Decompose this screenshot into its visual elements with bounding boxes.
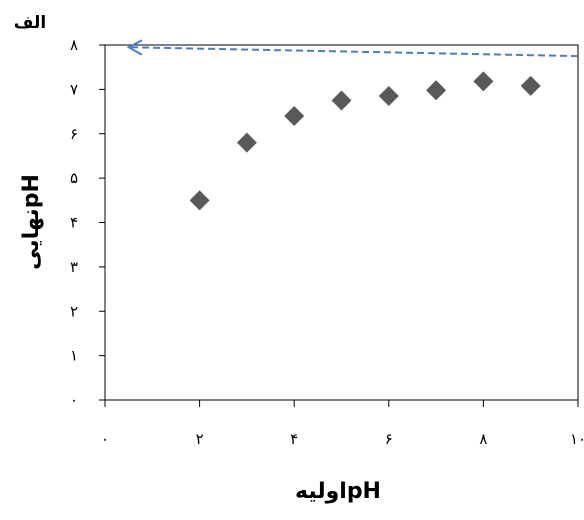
y-tick-label: ۰ [70,391,78,409]
data-point-diamond [473,71,494,92]
y-tick-label: ۷ [70,80,78,98]
y-tick-label: ۸ [70,36,78,54]
data-point-diamond [284,106,305,126]
y-tick-label: ۴ [70,214,78,232]
x-tick-label: ۴ [290,430,298,448]
y-axis-title: pHنهایی [19,174,44,270]
data-point-diamond [189,190,210,211]
y-tick-label: ۱ [70,347,78,365]
data-point-diamond [331,90,352,111]
y-axis-ticks: ۰ ۱ ۲ ۳ ۴ ۵ ۶ ۷ ۸ [70,36,105,409]
reference-line-group [126,39,579,58]
x-tick-label: ۲ [196,430,204,448]
y-tick-label: ۳ [70,258,78,276]
y-tick-label: ۵ [70,169,78,187]
reference-arrowhead [126,39,143,56]
y-tick-label: ۲ [70,302,78,320]
data-points [189,71,541,211]
x-tick-label: ۱۰ [570,430,584,448]
data-point-diamond [236,132,257,153]
x-tick-label: ۸ [479,430,487,448]
data-point-diamond [520,75,541,96]
reference-dashed-line [128,46,579,58]
x-axis-ticks: ۰ ۲ ۴ ۶ ۸ ۱۰ [101,400,584,448]
x-axis-title: pHاولیه [295,479,381,504]
y-tick-label: ۶ [70,125,78,143]
x-tick-label: ۰ [101,430,109,448]
panel-label: الف [14,13,46,33]
x-tick-label: ۶ [385,430,393,448]
data-point-diamond [426,80,447,101]
data-point-diamond [378,86,399,107]
